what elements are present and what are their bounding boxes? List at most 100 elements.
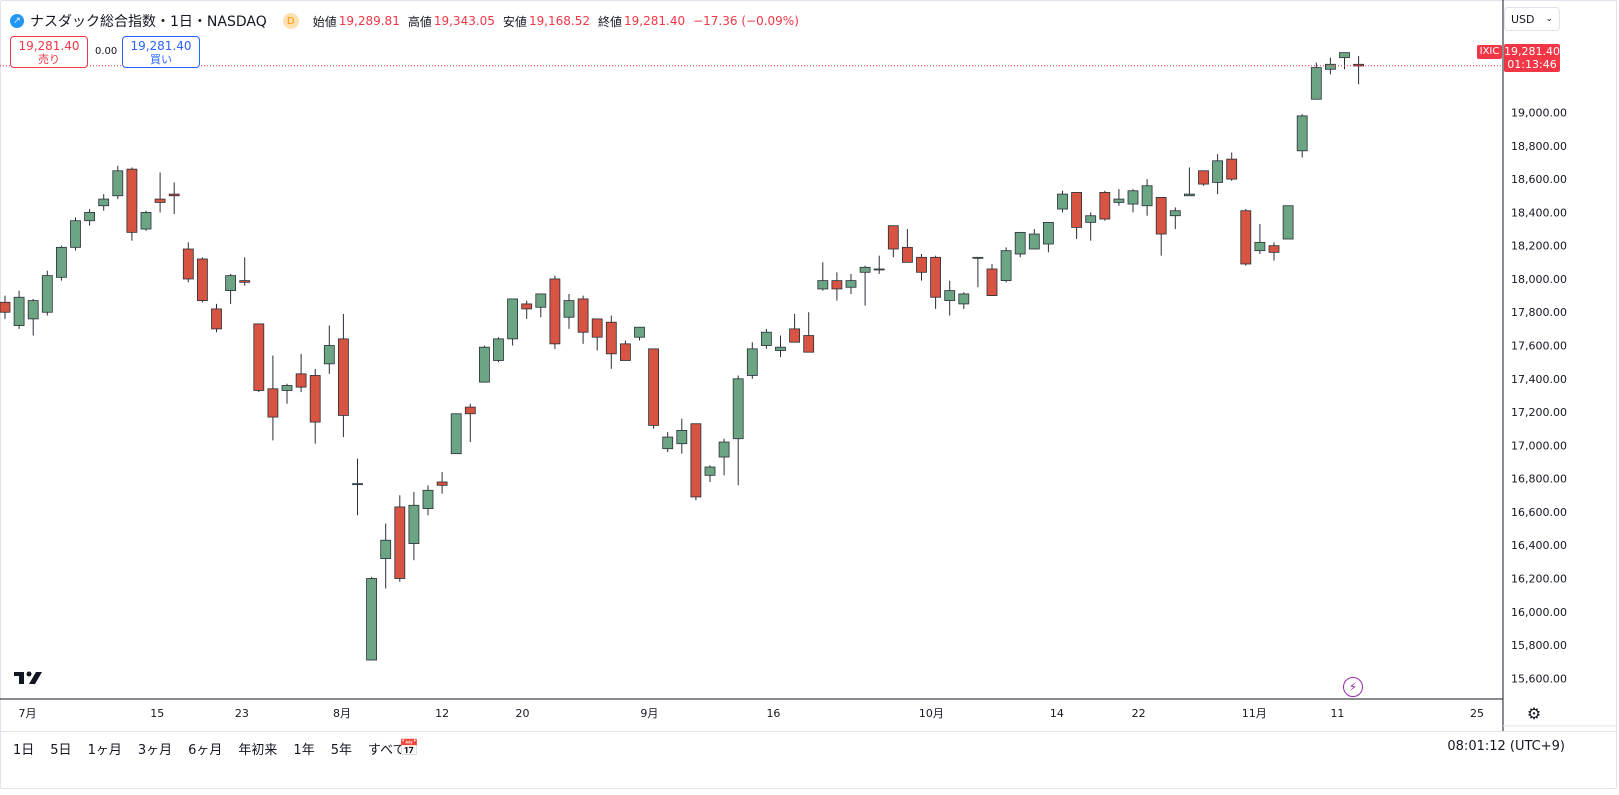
range-button[interactable]: 6ヶ月 [188, 743, 223, 758]
candle-body [56, 246, 67, 278]
candle-body [817, 280, 829, 290]
candle-body [1043, 221, 1054, 245]
candle-body [1113, 198, 1125, 203]
candle-body [84, 211, 95, 222]
clock[interactable]: 08:01:12 (UTC+9) [1447, 739, 1565, 754]
range-button[interactable]: 3ヶ月 [137, 743, 173, 758]
delayed-badge[interactable]: D [282, 13, 299, 29]
x-tick-label: 16 [766, 707, 780, 720]
last-price-value: 19,281.40 [1504, 45, 1560, 58]
candle-body [845, 280, 857, 288]
candle-body [352, 483, 363, 486]
y-tick-label: 16,600.00 [1511, 506, 1567, 519]
candle-body [464, 406, 476, 415]
range-buttons: 1日 5日 1ヶ月 3ヶ月 6ヶ月 年初来 1年 5年 すべて [10, 738, 419, 759]
candle-body [1212, 160, 1223, 183]
candle-body [1198, 170, 1209, 185]
candle-body [1099, 192, 1111, 220]
calendar-icon[interactable]: 📅 [399, 738, 419, 757]
candle-body [521, 303, 533, 310]
candle-body [211, 308, 222, 330]
countdown-value: 01:13:46 [1507, 58, 1557, 71]
bolt-icon[interactable]: ⚡ [1343, 677, 1363, 697]
x-tick-label: 11月 [1242, 707, 1267, 720]
candle-body [1296, 115, 1308, 152]
candle-body [930, 256, 941, 298]
buy-button[interactable]: 19,281.40 買い [122, 36, 200, 68]
candle-body [916, 256, 927, 273]
candle-body [690, 423, 702, 498]
candle-body [1310, 67, 1322, 100]
range-button[interactable]: 1日 [13, 743, 35, 758]
y-tick-label: 17,400.00 [1511, 373, 1567, 386]
y-tick-label: 15,600.00 [1511, 672, 1567, 685]
candle-body [1282, 205, 1294, 240]
y-tick-label: 18,000.00 [1511, 273, 1567, 286]
y-tick-label: 19,000.00 [1511, 107, 1567, 120]
gear-icon[interactable]: ⚙ [1526, 703, 1542, 723]
candle-body [1184, 193, 1195, 197]
candle-body [182, 248, 194, 280]
symbol-tag: IXIC [1477, 45, 1502, 59]
candle-body [154, 198, 166, 203]
candle-body [27, 300, 39, 320]
sell-label: 売り [38, 53, 60, 66]
candle-body [309, 375, 321, 423]
sell-button[interactable]: 19,281.40 売り [10, 36, 88, 68]
candle-body [98, 198, 110, 207]
candle-body [112, 170, 124, 197]
candle-body [436, 481, 448, 486]
range-button[interactable]: 1年 [293, 743, 315, 758]
candle-body [986, 268, 998, 297]
x-tick-label: 8月 [333, 707, 351, 720]
candle-body [41, 275, 53, 313]
open-value: 19,289.81 [338, 14, 400, 28]
candle-body [972, 256, 984, 259]
range-button[interactable]: 年初来 [238, 743, 278, 758]
range-button[interactable]: 5日 [50, 743, 72, 758]
candle-body [1268, 245, 1280, 253]
candle-body [605, 321, 617, 355]
x-tick-label: 10月 [919, 707, 944, 720]
currency-select[interactable]: USD ⌄ [1504, 7, 1560, 31]
y-tick-label: 18,600.00 [1511, 173, 1567, 186]
candle-body [323, 345, 335, 365]
candle-body [535, 293, 547, 308]
tradingview-logo[interactable] [12, 670, 44, 690]
x-tick-label: 7月 [19, 707, 37, 720]
y-tick-label: 16,200.00 [1511, 573, 1567, 586]
candle-body [239, 280, 251, 283]
x-tick-label: 14 [1050, 707, 1064, 720]
candle-body [1325, 63, 1336, 70]
x-tick-label: 23 [235, 707, 249, 720]
candle-body [478, 346, 490, 383]
candle-body [1155, 197, 1167, 235]
range-button[interactable]: 1ヶ月 [87, 743, 122, 758]
range-button[interactable]: すべて [367, 743, 406, 758]
x-tick-label: 12 [435, 707, 449, 720]
candle-body [1254, 241, 1266, 252]
candle-body [704, 466, 716, 476]
chart-icon[interactable]: ↗ [10, 14, 24, 28]
candle-body [1339, 52, 1350, 59]
candle-body [620, 343, 631, 361]
candle-body [775, 346, 786, 351]
candle-body [761, 331, 772, 346]
candle-body [887, 225, 899, 250]
candle-body [507, 298, 519, 340]
candle-body [1226, 158, 1238, 180]
candle-body [591, 318, 603, 338]
candle-body [634, 326, 645, 338]
spread-value: 0.00 [95, 46, 118, 57]
candle-body [267, 388, 279, 418]
high-value: 19,343.05 [433, 14, 495, 28]
range-button[interactable]: 5年 [330, 743, 352, 758]
candle-body [1014, 231, 1026, 255]
candle-body [873, 268, 885, 271]
sell-price: 19,281.40 [18, 39, 80, 53]
x-tick-label: 11 [1330, 707, 1344, 720]
candle-body [902, 246, 913, 263]
candle-body [577, 298, 589, 333]
symbol-title[interactable]: ナスダック総合指数・1日・NASDAQ [30, 14, 267, 30]
